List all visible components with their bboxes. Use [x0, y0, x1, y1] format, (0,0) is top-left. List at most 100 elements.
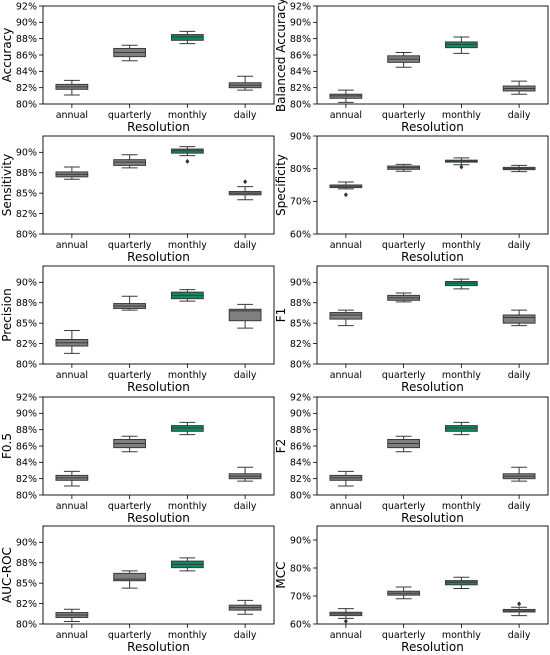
- x-tick-label: annual: [56, 630, 88, 641]
- flier-point: [459, 164, 464, 170]
- y-axis-label: Balanced Accuracy: [274, 0, 288, 112]
- y-tick-label: 70%: [290, 591, 311, 602]
- box-quarterly: [113, 44, 147, 62]
- box-monthly: [444, 36, 478, 54]
- box-daily: [502, 601, 536, 617]
- y-tick-label: 82%: [290, 474, 311, 485]
- box-quarterly: [113, 570, 147, 589]
- x-tick-label: daily: [508, 110, 531, 121]
- box-monthly: [444, 576, 478, 589]
- y-axis-label: Sensitivity: [0, 154, 14, 216]
- y-tick-label: 85%: [290, 318, 311, 329]
- x-tick-label: annual: [330, 370, 362, 381]
- y-tick-label: 92%: [16, 1, 37, 12]
- y-tick-label: 82%: [290, 339, 311, 350]
- x-tick-label: annual: [330, 110, 362, 121]
- x-tick-label: daily: [508, 630, 531, 641]
- box-annual: [55, 608, 89, 623]
- y-tick-label: 82%: [16, 209, 37, 220]
- axes-frame: [316, 5, 549, 105]
- y-tick-label: 80%: [290, 164, 311, 175]
- panel-f1: 80% 82% 85% 88% 90% annual quarterly monthly dai…: [274, 265, 549, 394]
- x-tick-label: quarterly: [108, 501, 152, 512]
- x-tick-label: quarterly: [382, 370, 426, 381]
- box-annual: [329, 89, 363, 103]
- y-axis-label: AUC-ROC: [0, 547, 14, 603]
- axes-frame: [316, 525, 549, 625]
- y-tick-label: 90%: [16, 18, 37, 29]
- panel-sensitivity: 80% 82% 85% 88% 90% annual quarterly monthly dai…: [0, 135, 275, 264]
- y-tick-label: 88%: [16, 425, 37, 436]
- x-tick-label: quarterly: [382, 110, 426, 121]
- x-tick-label: monthly: [442, 370, 481, 381]
- y-tick-label: 80%: [16, 490, 37, 501]
- y-tick-label: 90%: [16, 538, 37, 549]
- y-tick-label: 82%: [290, 83, 311, 94]
- x-tick-label: daily: [508, 501, 531, 512]
- y-tick-label: 82%: [16, 474, 37, 485]
- y-tick-label: 84%: [290, 67, 311, 78]
- flier-point: [243, 179, 248, 185]
- y-tick-label: 80%: [16, 359, 37, 370]
- x-tick-label: annual: [330, 240, 362, 251]
- x-axis-label: Resolution: [127, 511, 190, 525]
- x-tick-label: monthly: [168, 630, 207, 641]
- y-tick-label: 88%: [16, 34, 37, 45]
- box-iqr: [329, 312, 363, 320]
- x-tick-label: quarterly: [382, 501, 426, 512]
- panel-f2: 80% 82% 84% 86% 88% 90% 92% annual quarterly mont…: [274, 392, 549, 525]
- y-tick-label: 80%: [290, 490, 311, 501]
- y-axis-label: F2: [274, 439, 288, 454]
- y-tick-label: 70%: [290, 197, 311, 208]
- y-tick-label: 90%: [290, 409, 311, 420]
- y-tick-label: 85%: [16, 188, 37, 199]
- x-tick-label: annual: [330, 501, 362, 512]
- x-tick-label: daily: [508, 240, 531, 251]
- y-tick-label: 90%: [16, 278, 37, 289]
- y-axis-label: MCC: [274, 561, 288, 588]
- y-axis-label: Specificity: [274, 154, 288, 216]
- x-tick-label: daily: [234, 240, 257, 251]
- box-quarterly: [387, 586, 421, 600]
- y-tick-label: 60%: [290, 229, 311, 240]
- x-tick-label: daily: [508, 370, 531, 381]
- y-axis-label: F1: [274, 308, 288, 323]
- x-tick-label: annual: [56, 240, 88, 251]
- y-tick-label: 82%: [16, 83, 37, 94]
- x-axis-label: Resolution: [127, 640, 190, 654]
- box-monthly: [444, 278, 478, 290]
- x-axis-label: Resolution: [401, 120, 464, 134]
- box-annual: [329, 608, 363, 624]
- y-tick-label: 80%: [290, 359, 311, 370]
- y-tick-label: 85%: [16, 318, 37, 329]
- y-tick-label: 80%: [290, 99, 311, 110]
- box-monthly: [170, 146, 204, 164]
- y-tick-label: 90%: [290, 278, 311, 289]
- box-quarterly: [113, 435, 147, 453]
- y-tick-label: 90%: [290, 18, 311, 29]
- box-iqr: [113, 572, 147, 582]
- axes-frame: [316, 396, 549, 496]
- y-tick-label: 84%: [290, 458, 311, 469]
- y-tick-label: 90%: [16, 409, 37, 420]
- y-tick-label: 88%: [16, 298, 37, 309]
- x-axis-label: Resolution: [127, 250, 190, 264]
- box-monthly: [170, 30, 204, 45]
- box-annual: [55, 166, 89, 180]
- box-annual: [329, 309, 363, 327]
- flier-point: [343, 618, 348, 624]
- axes-frame: [42, 525, 275, 625]
- box-daily: [228, 303, 262, 329]
- x-tick-label: annual: [56, 110, 88, 121]
- x-tick-label: quarterly: [108, 370, 152, 381]
- x-tick-label: quarterly: [382, 630, 426, 641]
- x-tick-label: daily: [234, 630, 257, 641]
- x-tick-label: daily: [234, 501, 257, 512]
- x-tick-label: quarterly: [108, 110, 152, 121]
- y-tick-label: 86%: [16, 441, 37, 452]
- y-tick-label: 88%: [16, 168, 37, 179]
- x-tick-label: monthly: [168, 240, 207, 251]
- y-tick-label: 86%: [290, 441, 311, 452]
- y-tick-label: 60%: [290, 619, 311, 630]
- box-monthly: [444, 421, 478, 436]
